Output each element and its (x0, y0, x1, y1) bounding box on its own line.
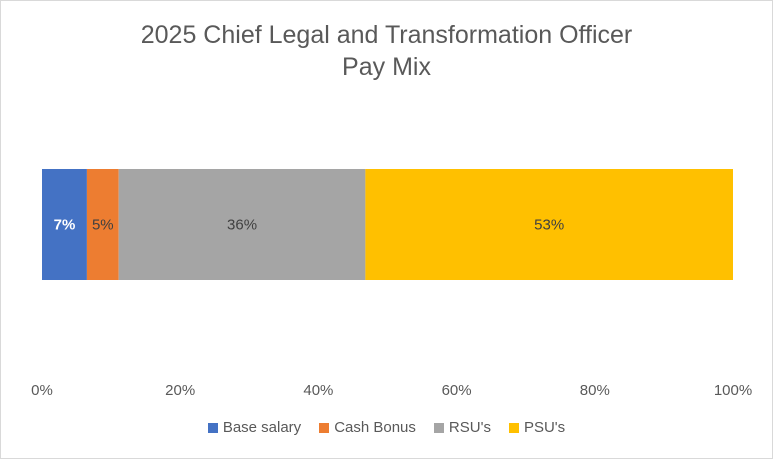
data-label-cash-bonus: 5% (92, 217, 114, 234)
x-tick-label: 80% (580, 382, 610, 399)
legend-swatch (508, 422, 519, 433)
data-label-psu-s: 53% (534, 217, 564, 234)
legend-swatch (319, 422, 330, 433)
legend-label: RSU's (448, 419, 491, 436)
legend-item: Cash Bonus (319, 419, 416, 436)
chart-title: 2025 Chief Legal and Transformation Offi… (1, 19, 772, 83)
chart-title-line-2: Pay Mix (342, 53, 431, 81)
bar-segment-base-salary (42, 169, 87, 280)
legend-swatch (433, 422, 444, 433)
legend-swatch (207, 422, 218, 433)
bar-segment-rsu-s (118, 169, 366, 280)
legend-item: PSU's (508, 419, 566, 436)
legend-item: RSU's (433, 419, 491, 436)
legend-label: Base salary (222, 419, 302, 436)
bar-segment-cash-bonus (86, 169, 119, 280)
legend-label: Cash Bonus (334, 419, 416, 436)
data-label-rsu-s: 36% (227, 217, 257, 234)
legend-label: PSU's (523, 419, 566, 436)
x-tick-label: 60% (442, 382, 472, 399)
chart-title-line-1: 2025 Chief Legal and Transformation Offi… (140, 21, 633, 49)
x-tick-label: 20% (165, 382, 195, 399)
x-tick-label: 0% (31, 382, 53, 399)
bar-segment-psu-s (365, 169, 733, 280)
data-label-base-salary: 7% (54, 217, 76, 234)
legend-item: Base salary (207, 419, 302, 436)
x-tick-label: 40% (303, 382, 333, 399)
chart-legend: Base salary Cash Bonus RSU's PSU's (1, 419, 772, 436)
x-tick-label: 100% (714, 382, 752, 399)
